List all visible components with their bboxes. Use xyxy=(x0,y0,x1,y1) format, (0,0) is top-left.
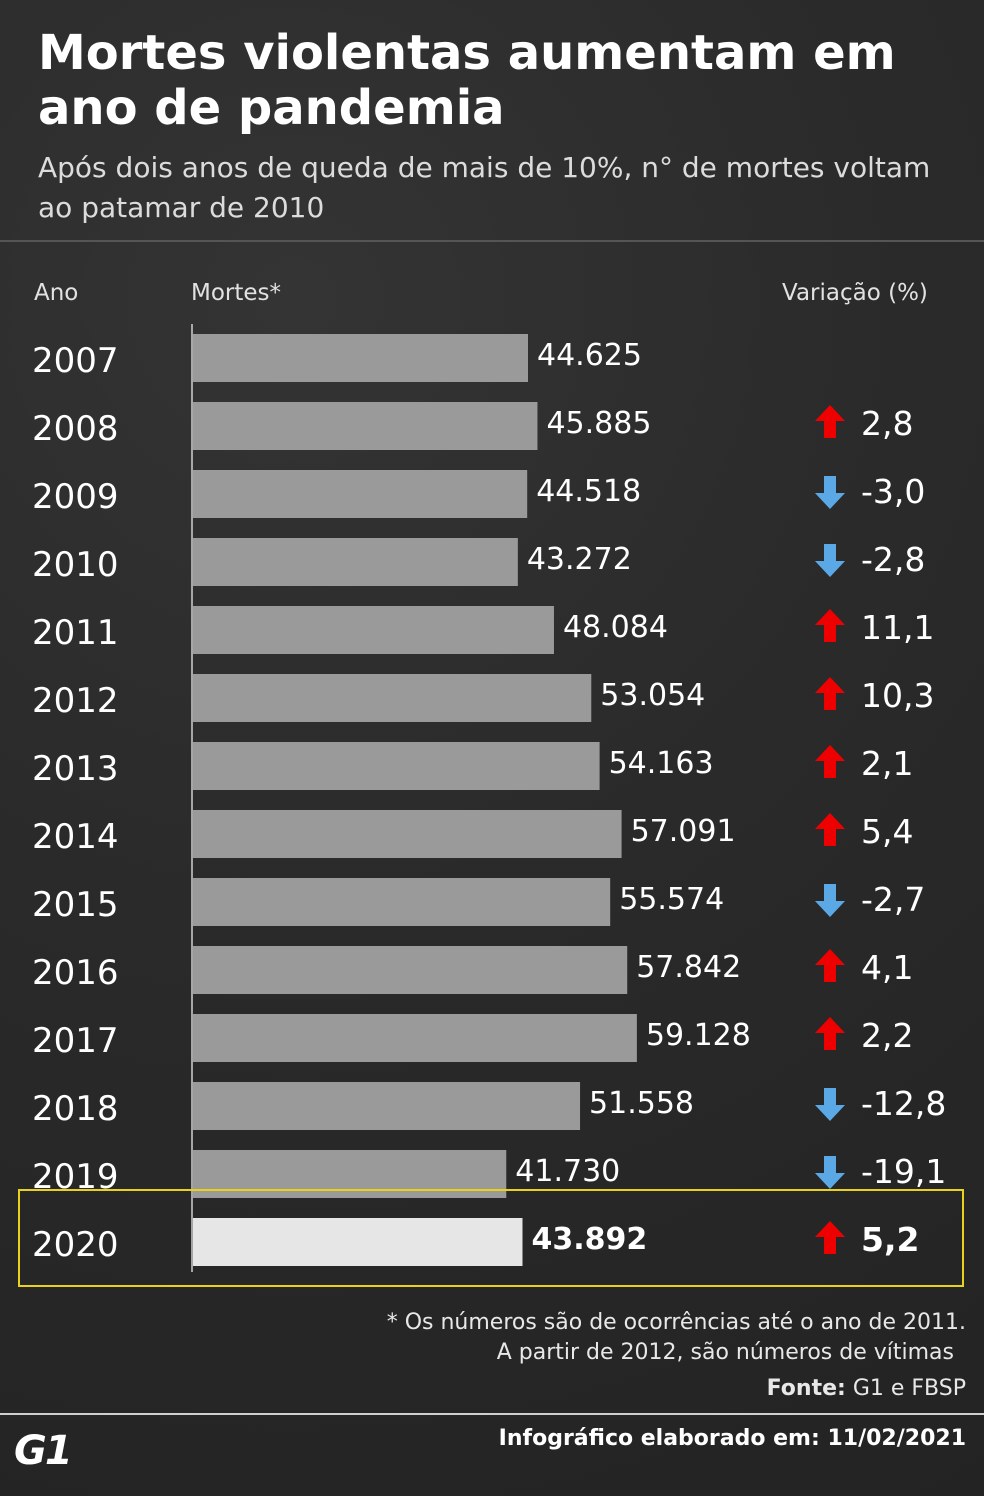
variation-label: 11,1 xyxy=(861,608,934,647)
bar-value-label: 55.574 xyxy=(619,882,724,917)
year-label: 2014 xyxy=(32,817,119,857)
bar xyxy=(193,1082,581,1130)
column-header-deaths: Mortes* xyxy=(191,280,282,306)
bar xyxy=(193,946,628,994)
bar-value-label: 59.128 xyxy=(646,1018,751,1053)
made-date-line: Infográfico elaborado em: 11/02/2021 xyxy=(499,1426,966,1451)
bar-value-label: 44.518 xyxy=(536,474,641,509)
bar-value-label: 57.842 xyxy=(636,950,741,985)
bar-value-label: 48.084 xyxy=(563,610,668,645)
arrow-up-icon xyxy=(815,405,845,438)
year-label: 2015 xyxy=(32,885,119,925)
year-label: 2012 xyxy=(32,681,119,721)
footnote-line-2: A partir de 2012, são números de vítimas xyxy=(496,1340,954,1365)
bar-value-label: 41.730 xyxy=(515,1154,620,1189)
arrow-up-icon xyxy=(815,949,845,982)
source-line: Fonte: G1 e FBSP xyxy=(767,1376,966,1401)
bar-value-label: 53.054 xyxy=(600,678,705,713)
arrow-up-icon xyxy=(815,813,845,846)
variation-label: -12,8 xyxy=(861,1084,946,1123)
year-label: 2018 xyxy=(32,1089,119,1129)
source-value: G1 e FBSP xyxy=(852,1376,966,1401)
year-label: 2008 xyxy=(32,409,119,449)
year-label: 2016 xyxy=(32,953,119,993)
variation-label: 5,2 xyxy=(861,1220,919,1259)
bottom-divider xyxy=(0,1413,984,1415)
bar xyxy=(193,878,611,926)
bar-value-label: 51.558 xyxy=(589,1086,694,1121)
bar xyxy=(193,742,600,790)
arrow-up-icon xyxy=(815,677,845,710)
source-label: Fonte: xyxy=(766,1376,846,1401)
bar xyxy=(193,470,528,518)
arrow-down-icon xyxy=(815,476,845,509)
arrow-up-icon xyxy=(815,745,845,778)
variation-label: 10,3 xyxy=(861,676,934,715)
year-label: 2007 xyxy=(32,341,119,381)
variation-label: -2,8 xyxy=(861,540,925,579)
chart-title: Mortes violentas aumentam em ano de pand… xyxy=(38,25,896,136)
bar-value-label: 43.272 xyxy=(527,542,632,577)
bar-value-label: 54.163 xyxy=(609,746,714,781)
column-header-year: Ano xyxy=(34,280,79,306)
arrow-down-icon xyxy=(815,1088,845,1121)
bar xyxy=(193,334,528,382)
year-label: 2020 xyxy=(32,1225,119,1265)
variation-label: -19,1 xyxy=(861,1152,946,1191)
year-label: 2010 xyxy=(32,545,119,585)
bar-value-label: 43.892 xyxy=(531,1222,647,1257)
arrow-up-icon xyxy=(815,1017,845,1050)
bar-value-label: 45.885 xyxy=(546,406,651,441)
made-date: 11/02/2021 xyxy=(827,1426,966,1451)
bar xyxy=(193,810,622,858)
variation-label: 4,1 xyxy=(861,948,913,987)
year-label: 2017 xyxy=(32,1021,119,1061)
variation-label: 2,1 xyxy=(861,744,913,783)
arrow-down-icon xyxy=(815,544,845,577)
bar xyxy=(193,674,592,722)
bar-value-label: 44.625 xyxy=(537,338,642,373)
variation-label: 2,8 xyxy=(861,404,913,443)
chart-subtitle: Após dois anos de queda de mais de 10%, … xyxy=(38,151,931,224)
highlight-frame xyxy=(18,1189,964,1287)
arrow-down-icon xyxy=(815,1156,845,1189)
variation-label: -2,7 xyxy=(861,880,925,919)
footnote-line-1: * Os números são de ocorrências até o an… xyxy=(386,1310,966,1335)
bar xyxy=(193,1014,637,1062)
bar-chart: 2007 44.625 2008 45.885 2,8 2009 44.518 -3,0 201… xyxy=(18,324,964,1287)
year-label: 2013 xyxy=(32,749,119,789)
variation-label: -3,0 xyxy=(861,472,925,511)
bar xyxy=(193,606,554,654)
bar xyxy=(193,402,538,450)
bar xyxy=(193,1218,523,1266)
arrow-up-icon xyxy=(815,609,845,642)
bar xyxy=(193,538,518,586)
made-label: Infográfico elaborado em: xyxy=(498,1426,820,1451)
arrow-up-icon xyxy=(815,1221,845,1254)
variation-label: 5,4 xyxy=(861,812,913,851)
arrow-down-icon xyxy=(815,884,845,917)
variation-label: 2,2 xyxy=(861,1016,913,1055)
column-header-variation: Variação (%) xyxy=(782,280,928,306)
year-label: 2011 xyxy=(32,613,119,653)
year-label: 2009 xyxy=(32,477,119,517)
bar-value-label: 57.091 xyxy=(631,814,736,849)
top-divider xyxy=(0,240,984,242)
g1-logo: G1 xyxy=(14,1428,73,1474)
